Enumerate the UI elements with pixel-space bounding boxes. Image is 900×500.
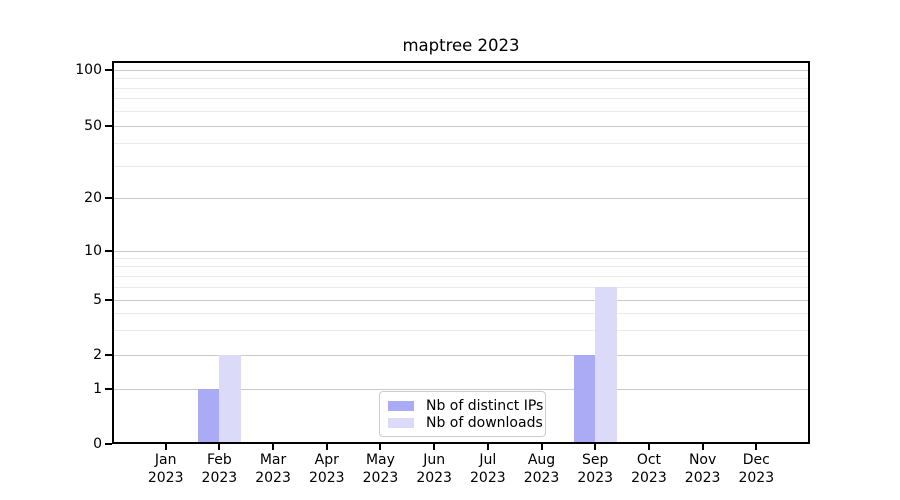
y-tick-label: 10	[84, 243, 102, 259]
x-tick-mark	[272, 444, 275, 450]
gridline-minor	[114, 87, 808, 89]
y-tick-label: 50	[84, 118, 102, 134]
legend-item-downloads: Nb of downloads	[388, 414, 543, 431]
x-tick-label: Oct 2023	[631, 452, 667, 486]
legend-label-downloads: Nb of downloads	[426, 414, 543, 431]
gridline-major	[114, 388, 808, 390]
x-tick-label: Jan 2023	[147, 452, 184, 486]
x-tick-mark	[755, 444, 758, 450]
gridline-minor	[114, 286, 808, 288]
x-tick-mark	[164, 444, 167, 450]
gridline-minor	[114, 143, 808, 145]
x-tick-label: Sep 2023	[577, 452, 614, 486]
gridline-minor	[114, 98, 808, 100]
y-tick-label: 1	[93, 381, 102, 397]
gridline-major	[114, 299, 808, 301]
x-tick-mark	[486, 444, 489, 450]
x-tick-label: Aug 2023	[523, 452, 560, 486]
y-tick-mark	[105, 125, 112, 127]
y-tick-mark	[105, 197, 112, 199]
y-tick-label: 20	[84, 190, 102, 206]
y-tick-label: 0	[93, 436, 102, 452]
bar-nb-of-downloads-sep	[595, 287, 617, 442]
x-tick-mark	[325, 444, 328, 450]
bar-nb-of-distinct-ips-sep	[573, 355, 596, 442]
legend-label-distinct-ips: Nb of distinct IPs	[426, 397, 544, 414]
y-tick-mark	[105, 69, 112, 71]
y-tick-mark	[105, 354, 112, 356]
y-tick-label: 5	[93, 292, 102, 308]
legend-swatch-distinct-ips	[388, 400, 414, 411]
gridline-minor	[114, 275, 808, 277]
gridline-major	[114, 125, 808, 127]
y-tick-mark	[105, 299, 112, 301]
gridline-major	[114, 69, 808, 71]
y-tick-label: 100	[75, 62, 102, 78]
gridline-minor	[114, 110, 808, 112]
plot-border	[112, 61, 810, 444]
x-tick-label: Apr 2023	[308, 452, 345, 486]
x-tick-label: Dec 2023	[738, 452, 775, 486]
legend-item-distinct-ips: Nb of distinct IPs	[388, 397, 543, 414]
x-tick-mark	[647, 444, 650, 450]
x-tick-mark	[433, 444, 436, 450]
x-tick-mark	[540, 444, 543, 450]
legend: Nb of distinct IPs Nb of downloads	[379, 391, 546, 437]
gridline-minor	[114, 257, 808, 259]
x-tick-mark	[701, 444, 704, 450]
x-tick-mark	[218, 444, 221, 450]
legend-swatch-downloads	[388, 417, 414, 428]
x-tick-label: May 2023	[362, 452, 399, 486]
x-tick-label: Nov 2023	[684, 452, 721, 486]
y-tick-label: 2	[93, 347, 102, 363]
x-tick-mark	[379, 444, 382, 450]
gridline-major	[114, 250, 808, 252]
gridline-major	[114, 354, 808, 356]
y-tick-mark	[105, 443, 112, 445]
gridline-minor	[114, 330, 808, 332]
x-tick-label: Jul 2023	[470, 452, 506, 486]
y-tick-mark	[105, 388, 112, 390]
x-tick-label: Feb 2023	[201, 452, 238, 486]
x-tick-label: Jun 2023	[416, 452, 452, 486]
y-tick-mark	[105, 250, 112, 252]
x-tick-label: Mar 2023	[255, 452, 291, 486]
gridline-minor	[114, 312, 808, 314]
chart-title: maptree 2023	[402, 36, 520, 55]
bar-nb-of-downloads-feb	[219, 355, 241, 442]
gridline-minor	[114, 78, 808, 79]
gridline-minor	[114, 165, 808, 167]
bar-nb-of-distinct-ips-feb	[197, 389, 220, 442]
gridline-major	[114, 197, 808, 199]
x-tick-mark	[594, 444, 597, 450]
gridline-minor	[114, 266, 808, 268]
